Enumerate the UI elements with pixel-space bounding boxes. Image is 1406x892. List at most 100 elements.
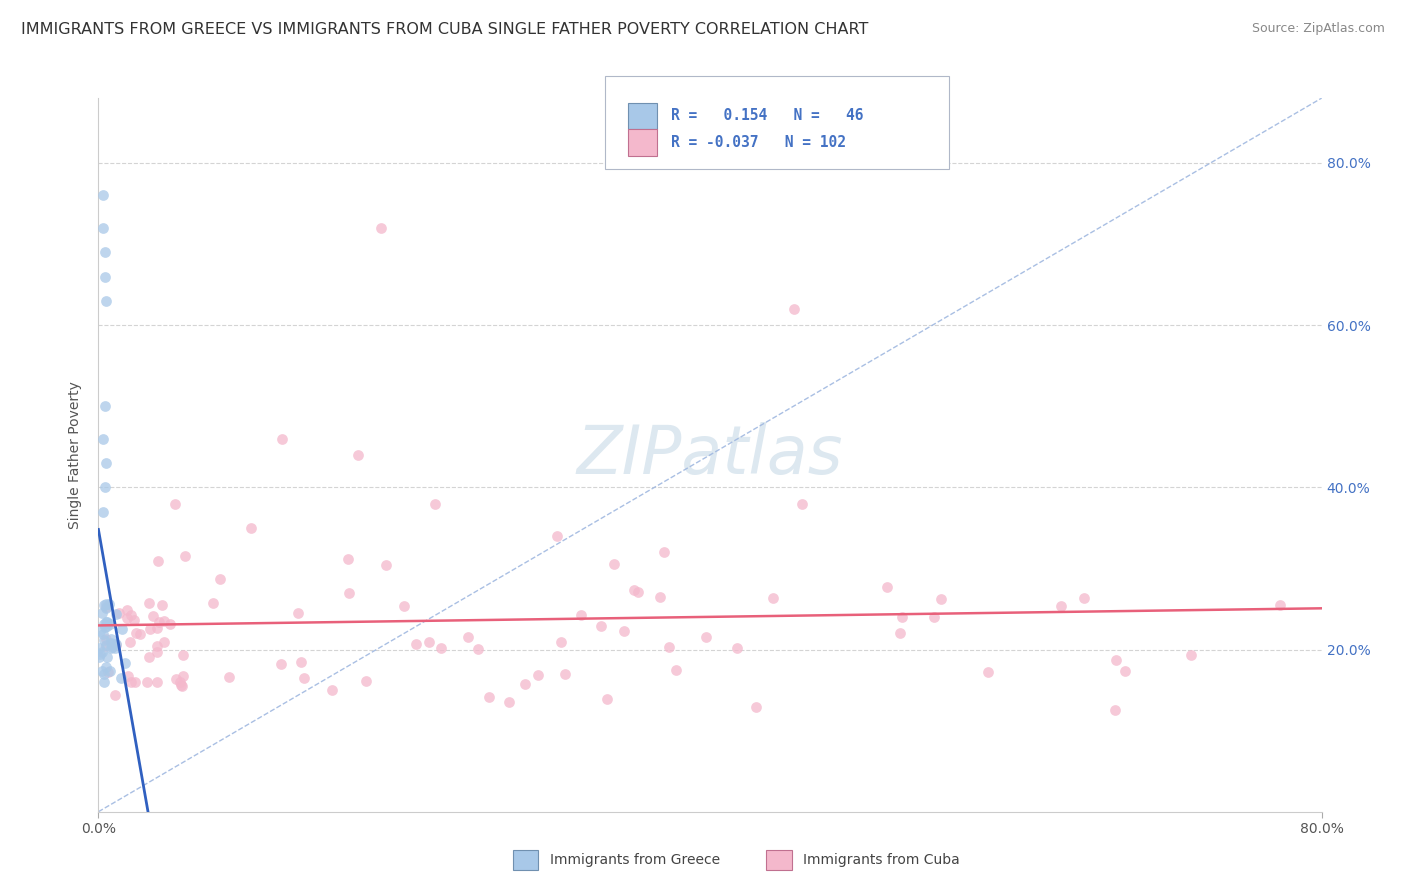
- Point: [392, 599, 415, 614]
- Point: [94, 456, 117, 470]
- Point: [94, 660, 117, 674]
- Point: [1050, 599, 1073, 613]
- Point: [405, 637, 427, 651]
- Point: [695, 630, 717, 644]
- Point: [623, 583, 645, 598]
- Point: [110, 671, 132, 685]
- Point: [527, 667, 550, 681]
- Point: [627, 584, 650, 599]
- Point: [91, 188, 114, 202]
- Point: [94, 597, 117, 611]
- Point: [100, 635, 122, 649]
- Point: [513, 676, 536, 690]
- Point: [657, 640, 679, 655]
- Point: [498, 694, 520, 708]
- Point: [595, 692, 617, 706]
- Point: [120, 674, 142, 689]
- Point: [591, 619, 613, 633]
- Point: [117, 610, 139, 624]
- Point: [347, 448, 370, 462]
- Point: [93, 269, 115, 284]
- Point: [96, 615, 118, 629]
- Point: [1114, 664, 1136, 678]
- Point: [94, 619, 117, 633]
- Point: [169, 678, 191, 692]
- Point: [94, 293, 117, 308]
- Point: [117, 669, 139, 683]
- Text: ZIPatlas: ZIPatlas: [576, 422, 844, 488]
- Point: [321, 682, 343, 697]
- Point: [1105, 653, 1128, 667]
- Point: [135, 674, 157, 689]
- Point: [93, 399, 115, 413]
- Point: [153, 635, 176, 649]
- Point: [145, 640, 167, 654]
- Point: [430, 640, 453, 655]
- Point: [100, 641, 122, 656]
- Point: [546, 529, 568, 543]
- Point: [98, 616, 121, 631]
- Point: [1104, 703, 1126, 717]
- Point: [120, 635, 142, 649]
- Point: [783, 301, 806, 316]
- Point: [91, 505, 114, 519]
- Point: [890, 609, 912, 624]
- Point: [148, 615, 170, 629]
- Point: [762, 591, 785, 606]
- Point: [94, 601, 117, 615]
- Point: [418, 635, 440, 649]
- Point: [91, 220, 114, 235]
- Point: [652, 545, 675, 559]
- Point: [146, 621, 169, 635]
- Point: [569, 607, 592, 622]
- Point: [725, 640, 748, 655]
- Point: [370, 220, 392, 235]
- Point: [107, 606, 129, 620]
- Point: [93, 599, 115, 613]
- Point: [159, 616, 181, 631]
- Point: [146, 645, 169, 659]
- Point: [125, 626, 148, 640]
- Point: [138, 596, 160, 610]
- Point: [146, 674, 169, 689]
- Point: [292, 671, 315, 685]
- Point: [91, 432, 114, 446]
- Point: [100, 637, 122, 651]
- Point: [172, 669, 194, 683]
- Point: [665, 664, 688, 678]
- Point: [922, 609, 945, 624]
- Text: R =   0.154   N =   46: R = 0.154 N = 46: [671, 109, 863, 123]
- Point: [270, 432, 292, 446]
- Point: [976, 665, 998, 679]
- Point: [165, 672, 187, 686]
- Point: [1180, 648, 1202, 662]
- Point: [173, 549, 195, 564]
- Point: [613, 624, 636, 638]
- Point: [201, 596, 224, 610]
- Point: [94, 632, 117, 646]
- Point: [876, 580, 898, 594]
- Point: [93, 617, 115, 632]
- Point: [163, 497, 186, 511]
- Point: [457, 630, 479, 644]
- Point: [94, 599, 117, 614]
- Point: [89, 649, 111, 664]
- Point: [100, 640, 122, 655]
- Text: Immigrants from Greece: Immigrants from Greece: [550, 853, 720, 867]
- Point: [374, 558, 396, 572]
- Point: [218, 670, 240, 684]
- Point: [91, 665, 114, 679]
- Point: [467, 642, 489, 657]
- Point: [150, 598, 173, 612]
- Text: R = -0.037   N = 102: R = -0.037 N = 102: [671, 136, 845, 150]
- Point: [98, 664, 121, 678]
- Text: Source: ZipAtlas.com: Source: ZipAtlas.com: [1251, 22, 1385, 36]
- Point: [139, 622, 162, 636]
- Point: [1073, 591, 1095, 606]
- Point: [290, 655, 312, 669]
- Point: [169, 674, 191, 689]
- Y-axis label: Single Father Poverty: Single Father Poverty: [69, 381, 83, 529]
- Point: [110, 622, 132, 636]
- Point: [550, 634, 572, 648]
- Point: [138, 650, 160, 665]
